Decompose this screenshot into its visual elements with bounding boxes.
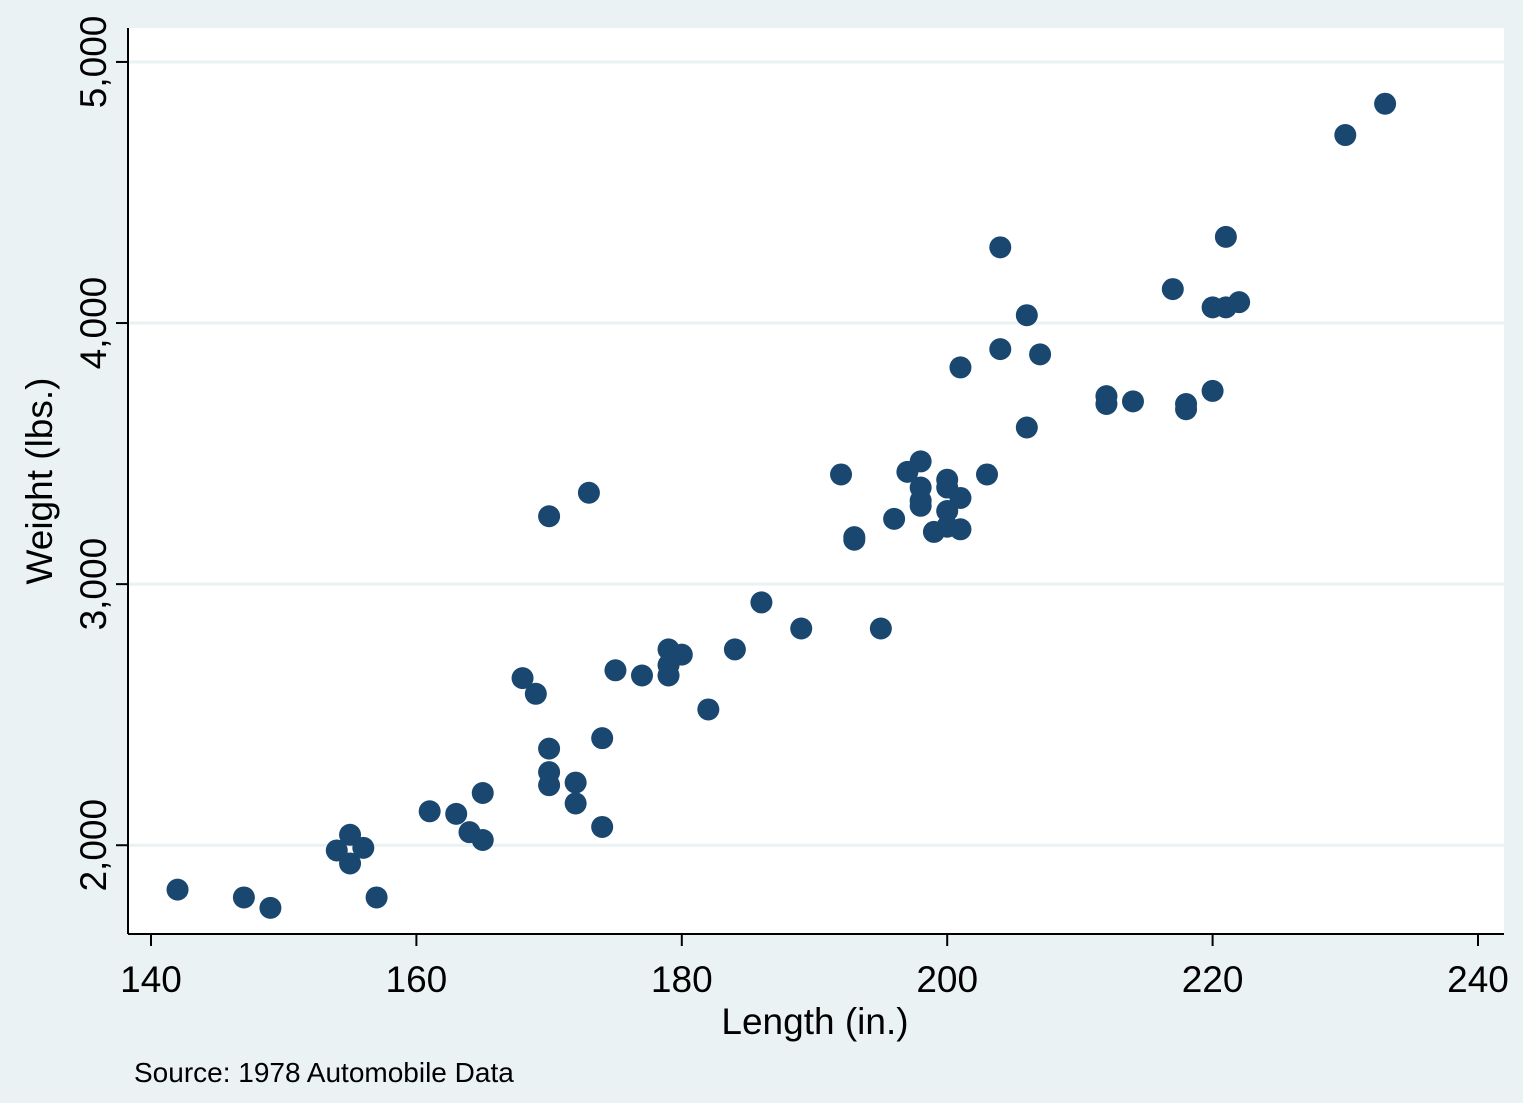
- data-point-19: [564, 771, 587, 794]
- data-point-40: [909, 450, 932, 473]
- data-point-23: [591, 815, 614, 838]
- data-point-54: [989, 338, 1012, 361]
- data-point-0: [166, 878, 189, 901]
- x-tick-label-4: 220: [1182, 959, 1244, 1000]
- data-point-13: [511, 667, 534, 690]
- x-tick-label-0: 140: [120, 959, 182, 1000]
- data-point-50: [949, 486, 972, 509]
- data-point-34: [830, 463, 853, 486]
- data-point-60: [1121, 390, 1144, 413]
- y-ticks: 2,000 3,000 4,000 5,000: [73, 16, 128, 892]
- data-point-29: [670, 643, 693, 666]
- data-point-12: [471, 782, 494, 805]
- data-point-33: [790, 617, 813, 640]
- data-point-68: [1228, 291, 1251, 314]
- data-point-2: [259, 896, 282, 919]
- y-tick-label-1: 3,000: [73, 538, 114, 631]
- data-point-18: [538, 774, 561, 797]
- data-point-36: [843, 528, 866, 551]
- data-point-63: [1175, 398, 1198, 421]
- data-point-9: [445, 802, 468, 825]
- x-tick-label-2: 180: [651, 959, 713, 1000]
- data-point-20: [564, 792, 587, 815]
- data-point-24: [604, 659, 627, 682]
- data-point-65: [1201, 379, 1224, 402]
- data-point-22: [591, 727, 614, 750]
- data-point-6: [352, 836, 375, 859]
- data-point-31: [723, 638, 746, 661]
- data-point-52: [976, 463, 999, 486]
- data-point-66: [1214, 225, 1237, 248]
- data-point-15: [538, 505, 561, 528]
- data-point-11: [471, 829, 494, 852]
- data-point-1: [232, 886, 255, 909]
- data-point-8: [418, 800, 441, 823]
- source-note: Source: 1978 Automobile Data: [134, 1057, 514, 1088]
- x-tick-label-1: 160: [386, 959, 448, 1000]
- data-point-30: [697, 698, 720, 721]
- x-axis-title: Length (in.): [721, 1001, 908, 1042]
- data-point-25: [630, 664, 653, 687]
- y-tick-label-0: 2,000: [73, 799, 114, 892]
- data-point-61: [1161, 278, 1184, 301]
- data-point-7: [365, 886, 388, 909]
- data-point-57: [1029, 343, 1052, 366]
- y-axis-title: Weight (lbs.): [19, 378, 60, 585]
- data-point-37: [869, 617, 892, 640]
- data-point-56: [1015, 416, 1038, 439]
- data-point-69: [1334, 124, 1357, 147]
- data-point-43: [909, 494, 932, 517]
- axes: [127, 28, 1504, 935]
- x-ticks: 140 160 180 200 220 240: [120, 934, 1509, 1000]
- data-point-55: [1015, 304, 1038, 327]
- data-point-70: [1374, 92, 1397, 115]
- data-point-21: [577, 481, 600, 504]
- data-point-5: [339, 852, 362, 875]
- data-point-49: [949, 356, 972, 379]
- plot-area: [128, 28, 1504, 934]
- y-tick-label-2: 4,000: [73, 277, 114, 370]
- x-tick-label-5: 240: [1447, 959, 1509, 1000]
- data-point-32: [750, 591, 773, 614]
- data-point-28: [657, 664, 680, 687]
- data-point-14: [524, 682, 547, 705]
- data-point-16: [538, 737, 561, 760]
- data-point-59: [1095, 392, 1118, 415]
- x-tick-label-3: 200: [916, 959, 978, 1000]
- data-point-53: [989, 236, 1012, 259]
- y-tick-label-3: 5,000: [73, 16, 114, 109]
- data-points: [166, 92, 1397, 919]
- data-point-38: [883, 507, 906, 530]
- data-point-51: [949, 518, 972, 541]
